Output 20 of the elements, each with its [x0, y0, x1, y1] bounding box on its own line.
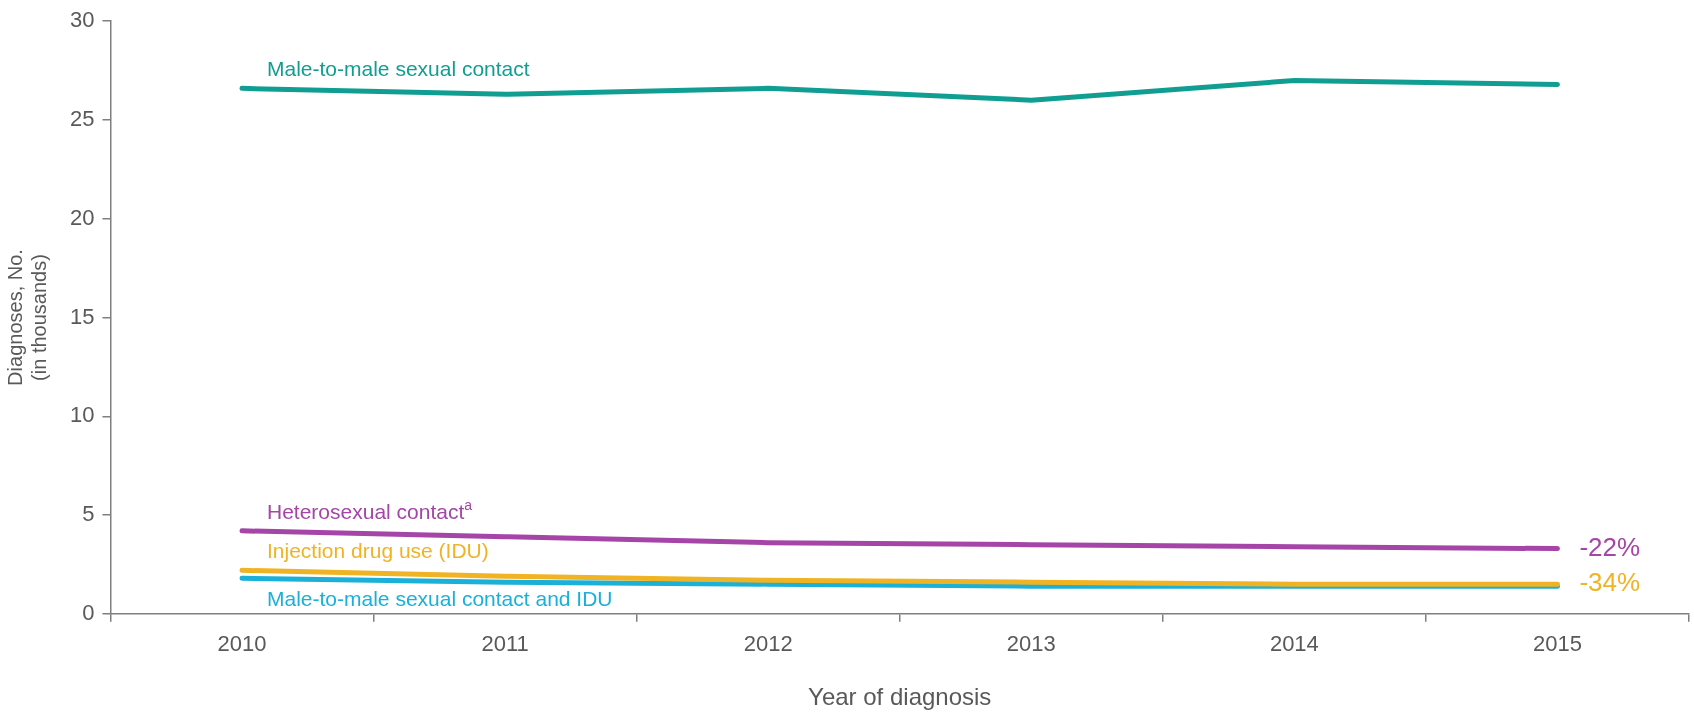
series-label: Male-to-male sexual contact and IDU: [267, 587, 613, 611]
series-label: Injection drug use (IDU): [267, 539, 489, 563]
y-tick-label: 15: [69, 303, 95, 329]
annotation: -34%: [1579, 567, 1641, 598]
series-label: Male-to-male sexual contact: [267, 57, 530, 81]
x-tick-label: 2015: [1532, 631, 1582, 657]
x-tick-label: 2011: [481, 631, 529, 657]
y-axis-title: Diagnoses, No. (in thousands): [3, 249, 50, 386]
x-tick-label: 2012: [743, 631, 793, 657]
x-tick-label: 2010: [217, 631, 267, 657]
y-tick-label: 25: [69, 106, 95, 132]
x-tick-label: 2013: [1006, 631, 1056, 657]
x-axis-title: Year of diagnosis: [808, 683, 992, 711]
annotation: -22%: [1579, 531, 1641, 562]
y-tick-label: 0: [82, 599, 95, 625]
y-tick-label: 5: [82, 501, 95, 527]
y-tick-label: 30: [69, 7, 95, 33]
y-tick-label: 20: [69, 204, 95, 230]
y-tick-label: 10: [69, 402, 95, 428]
x-tick-label: 2014: [1269, 631, 1319, 657]
